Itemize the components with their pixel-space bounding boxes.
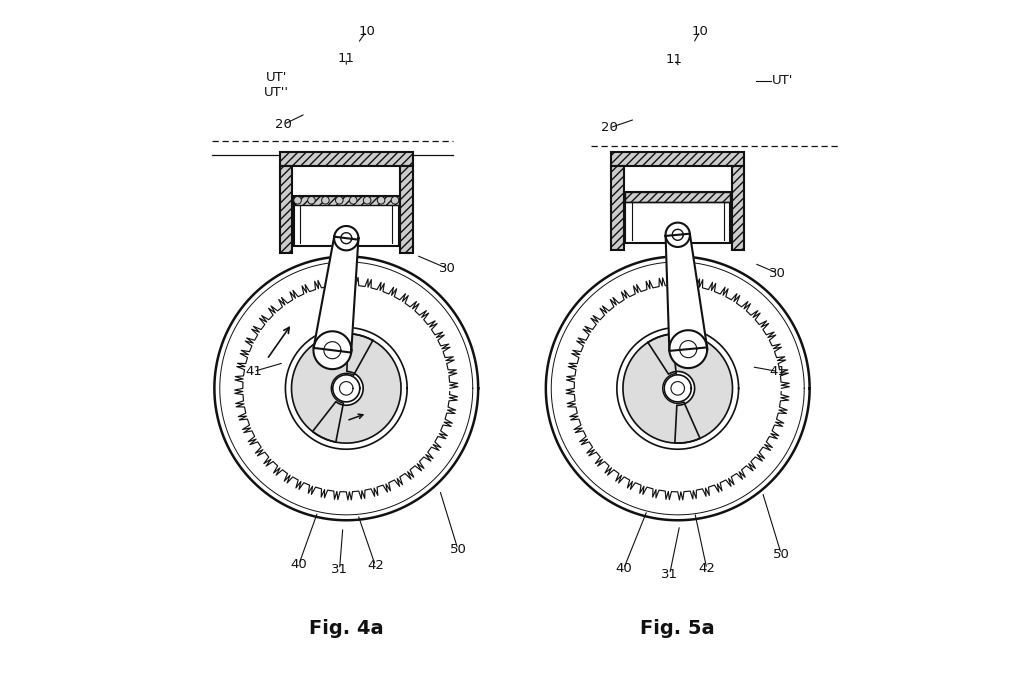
Polygon shape: [340, 382, 353, 395]
Circle shape: [307, 196, 315, 204]
Text: 31: 31: [331, 563, 348, 576]
Bar: [611, 166, 624, 250]
Bar: [732, 166, 744, 250]
Polygon shape: [623, 334, 700, 443]
Circle shape: [294, 196, 301, 204]
Text: 10: 10: [358, 25, 375, 38]
Text: 11: 11: [666, 53, 683, 66]
Polygon shape: [666, 222, 690, 247]
Polygon shape: [286, 327, 408, 449]
Bar: [611, 151, 744, 166]
Circle shape: [349, 196, 357, 204]
Polygon shape: [616, 327, 738, 449]
Polygon shape: [333, 375, 359, 402]
Polygon shape: [671, 382, 684, 395]
Text: Fig. 4a: Fig. 4a: [309, 619, 384, 638]
Bar: [625, 192, 730, 243]
Circle shape: [377, 196, 385, 204]
Bar: [625, 192, 730, 202]
Text: 40: 40: [291, 558, 307, 571]
Text: 42: 42: [698, 563, 715, 576]
Circle shape: [364, 196, 371, 204]
Text: UT': UT': [772, 74, 794, 87]
Text: UT'': UT'': [264, 85, 289, 99]
Polygon shape: [313, 331, 351, 369]
Text: Fig. 5a: Fig. 5a: [640, 619, 715, 638]
Text: 42: 42: [367, 559, 384, 572]
Text: 31: 31: [662, 568, 678, 581]
Text: 40: 40: [615, 563, 632, 576]
Text: UT': UT': [266, 71, 288, 84]
Bar: [294, 196, 399, 246]
Text: 30: 30: [439, 262, 456, 275]
Text: 30: 30: [769, 267, 786, 280]
Polygon shape: [670, 330, 708, 368]
Bar: [400, 166, 413, 253]
Text: 50: 50: [773, 548, 790, 561]
Polygon shape: [313, 237, 358, 353]
Text: 41: 41: [769, 365, 786, 378]
Circle shape: [336, 196, 343, 204]
Text: 50: 50: [450, 543, 466, 556]
Text: 11: 11: [338, 52, 354, 65]
Text: 10: 10: [691, 25, 709, 38]
Bar: [280, 151, 413, 166]
Polygon shape: [334, 226, 358, 250]
Bar: [280, 166, 292, 253]
Text: 41: 41: [245, 365, 262, 378]
Polygon shape: [312, 333, 401, 443]
Circle shape: [322, 196, 329, 204]
Polygon shape: [648, 333, 732, 443]
Text: 20: 20: [601, 121, 617, 134]
Bar: [294, 196, 399, 205]
Text: 20: 20: [274, 118, 292, 131]
Polygon shape: [292, 333, 373, 442]
Circle shape: [391, 196, 398, 204]
Polygon shape: [666, 234, 708, 351]
Polygon shape: [665, 375, 691, 402]
